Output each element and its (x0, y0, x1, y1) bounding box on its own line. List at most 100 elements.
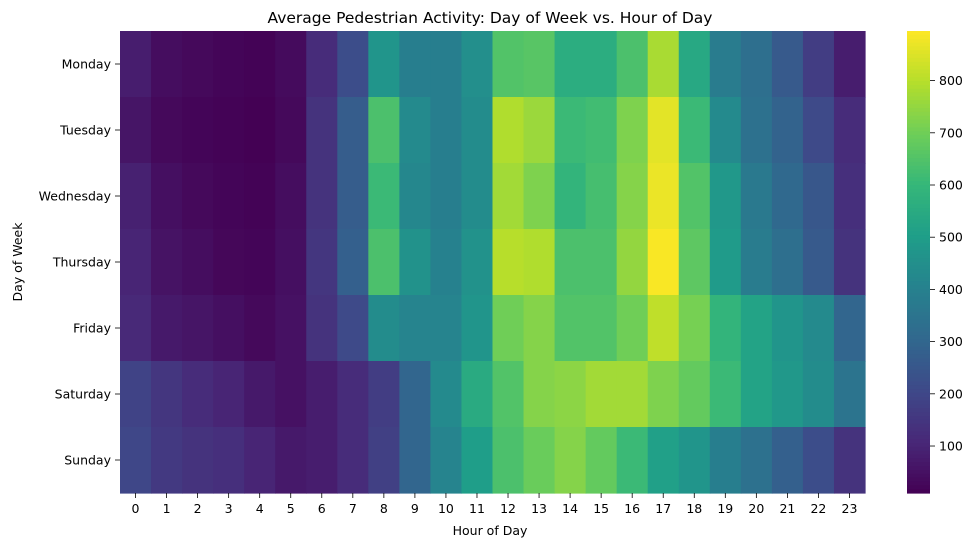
colorbar-segment (907, 477, 930, 483)
y-tick-label: Wednesday (39, 189, 112, 204)
x-tick-label: 22 (810, 501, 826, 516)
colorbar-segment (907, 215, 930, 221)
colorbar-segment (907, 431, 930, 436)
colorbar-segment (907, 31, 930, 36)
colorbar-segment (907, 381, 930, 386)
colorbar-segment (907, 211, 930, 217)
heatmap-cell (120, 295, 152, 362)
colorbar-segment (907, 142, 930, 148)
colorbar-segment (907, 69, 930, 74)
heatmap-cell (740, 31, 773, 98)
heatmap-cell (833, 229, 866, 296)
heatmap-cell (802, 163, 835, 230)
colorbar-segment (907, 288, 930, 294)
heatmap-cell (802, 229, 835, 296)
heatmap-cell (709, 163, 742, 230)
x-tick-label: 12 (500, 501, 516, 516)
heatmap-cell (306, 163, 338, 230)
colorbar-segment (907, 104, 930, 109)
colorbar-segment (907, 454, 930, 459)
x-tick-label: 9 (411, 501, 419, 516)
heatmap-cell (461, 97, 494, 164)
heatmap-cell (244, 97, 276, 164)
heatmap-cell (120, 361, 152, 428)
heatmap-cell (585, 163, 618, 230)
heatmap-cell (585, 427, 618, 494)
heatmap-cell (740, 361, 773, 428)
colorbar-segment (907, 312, 930, 317)
colorbar-tick-label: 100 (939, 439, 963, 454)
colorbar-segment (907, 435, 930, 440)
colorbar-segment (907, 188, 930, 194)
heatmap-cell (182, 361, 214, 428)
heatmap-cell (306, 97, 338, 164)
colorbar-segment (907, 54, 930, 59)
heatmap-cell (771, 229, 804, 296)
heatmap-cell (709, 361, 742, 428)
heatmap-cell (182, 31, 214, 98)
heatmap-cell (616, 295, 649, 362)
colorbar-segment (907, 185, 930, 190)
heatmap-cell (337, 229, 369, 296)
heatmap-cell (709, 97, 742, 164)
heatmap-cell (833, 97, 866, 164)
heatmap-cell (771, 163, 804, 230)
heatmap-cell (368, 295, 400, 362)
heatmap-cell (399, 31, 432, 98)
heatmap-cell (182, 229, 214, 296)
heatmap-cell (678, 295, 711, 362)
colorbar-segment (907, 350, 930, 355)
heatmap-cell (306, 295, 338, 362)
colorbar-segment (907, 254, 930, 259)
colorbar-segment (907, 412, 930, 417)
colorbar-segment (907, 273, 930, 278)
colorbar-segment (907, 96, 930, 101)
y-axis-ticks: Monday Tuesday Wednesday Thursday Friday Satu… (39, 57, 120, 468)
heatmap-cell (554, 97, 587, 164)
x-tick-label: 4 (256, 501, 264, 516)
heatmap-cell (275, 229, 307, 296)
colorbar-segment (907, 392, 930, 398)
y-axis-label: Day of Week (10, 222, 25, 302)
heatmap-cell (306, 361, 338, 428)
heatmap-cell (709, 427, 742, 494)
heatmap-cell (306, 427, 338, 494)
heatmap-cell (554, 361, 587, 428)
heatmap-cell (740, 163, 773, 230)
heatmap-cell (213, 427, 245, 494)
colorbar-segment (907, 165, 930, 171)
colorbar-segment (907, 423, 930, 429)
heatmap-cell (678, 31, 711, 98)
heatmap-cell (244, 163, 276, 230)
colorbar-segment (907, 485, 930, 490)
colorbar-segment (907, 65, 930, 71)
x-tick-label: 19 (717, 501, 733, 516)
colorbar-segment (907, 181, 930, 186)
y-tick-label: Monday (62, 57, 112, 72)
heatmap-cell (678, 427, 711, 494)
heatmap-cell (430, 295, 463, 362)
colorbar-segment (907, 319, 930, 325)
heatmap-cell (523, 361, 556, 428)
colorbar-segment (907, 385, 930, 390)
colorbar-tick-label: 800 (939, 73, 963, 88)
heatmap-cell (182, 163, 214, 230)
colorbar-segment (907, 469, 930, 475)
heatmap-cell (461, 31, 494, 98)
colorbar-segment (907, 358, 930, 363)
heatmap-cell (647, 295, 680, 362)
colorbar-segment (907, 285, 930, 290)
colorbar-segment (907, 269, 930, 275)
x-tick-label: 3 (225, 501, 233, 516)
heatmap-cell (461, 163, 494, 230)
colorbar-segment (907, 227, 930, 232)
heatmap-cell (771, 427, 804, 494)
heatmap-cell (709, 229, 742, 296)
colorbar-segment (907, 235, 930, 240)
heatmap-cell (492, 31, 525, 98)
heatmap-cell (833, 361, 866, 428)
heatmap-cell (120, 427, 152, 494)
colorbar-segment (907, 481, 930, 486)
colorbar-segment (907, 362, 930, 367)
